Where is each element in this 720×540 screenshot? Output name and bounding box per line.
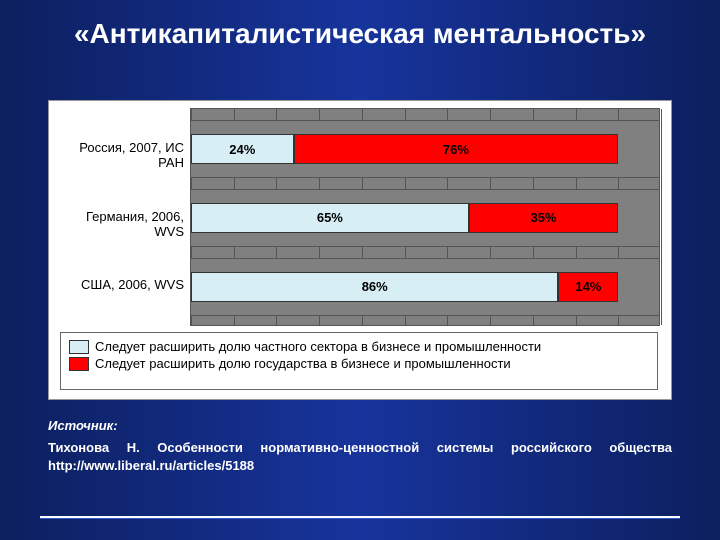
legend-swatch-a bbox=[69, 340, 89, 354]
source-label: Источник: bbox=[48, 418, 672, 433]
footer-rule bbox=[40, 516, 680, 518]
legend-item-b: Следует расширить долю государства в биз… bbox=[69, 356, 649, 371]
slide: «Антикапиталистическая ментальность» 24%… bbox=[0, 0, 720, 540]
legend-label-b: Следует расширить долю государства в биз… bbox=[95, 356, 511, 371]
legend-label-a: Следует расширить долю частного сектора … bbox=[95, 339, 541, 354]
source-block: Источник: Тихонова Н. Особенности нормат… bbox=[48, 418, 672, 474]
slide-title: «Антикапиталистическая ментальность» bbox=[0, 0, 720, 50]
bar-series-b: 35% bbox=[469, 203, 619, 234]
legend: Следует расширить долю частного сектора … bbox=[60, 332, 658, 390]
grid-line bbox=[661, 109, 662, 325]
plot-area: 24%76% 65%35% 86%14% bbox=[190, 108, 660, 326]
source-text: Тихонова Н. Особенности нормативно-ценно… bbox=[48, 439, 672, 474]
bar-series-b: 76% bbox=[294, 134, 619, 165]
legend-item-a: Следует расширить долю частного сектора … bbox=[69, 339, 649, 354]
category-label: США, 2006, WVS bbox=[54, 277, 184, 292]
bar-series-a: 24% bbox=[191, 134, 294, 165]
bar-series-a: 65% bbox=[191, 203, 469, 234]
bar-series-a: 86% bbox=[191, 272, 558, 303]
category-label: Россия, 2007, ИС РАН bbox=[54, 140, 184, 170]
bar-series-b: 14% bbox=[558, 272, 618, 303]
category-label: Германия, 2006, WVS bbox=[54, 209, 184, 239]
legend-swatch-b bbox=[69, 357, 89, 371]
